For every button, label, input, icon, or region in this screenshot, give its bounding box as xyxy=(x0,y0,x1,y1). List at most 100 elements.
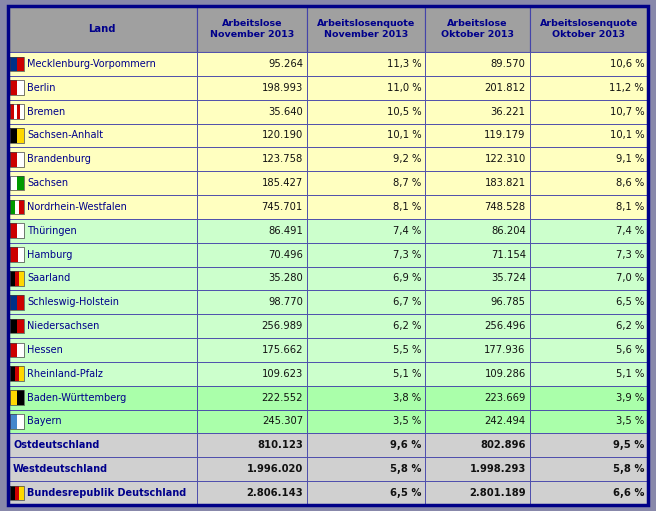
Bar xyxy=(8,195,197,219)
Text: 120.190: 120.190 xyxy=(262,130,303,141)
Text: 3,5 %: 3,5 % xyxy=(616,416,644,427)
Bar xyxy=(10,319,17,334)
Text: 7,3 %: 7,3 % xyxy=(393,249,421,260)
Bar xyxy=(10,485,15,500)
Bar xyxy=(529,433,648,457)
Text: Arbeitslose
Oktober 2013: Arbeitslose Oktober 2013 xyxy=(441,19,514,39)
Text: Rheinland-Pfalz: Rheinland-Pfalz xyxy=(27,369,103,379)
Bar xyxy=(8,457,197,481)
Bar xyxy=(10,104,14,119)
Bar xyxy=(19,366,24,381)
Bar xyxy=(307,6,425,52)
Text: Hessen: Hessen xyxy=(27,345,63,355)
Bar xyxy=(10,342,24,357)
Text: 5,8 %: 5,8 % xyxy=(390,464,421,474)
Bar xyxy=(17,176,24,191)
Text: 86.204: 86.204 xyxy=(491,226,525,236)
Bar xyxy=(197,52,307,76)
Text: 5,6 %: 5,6 % xyxy=(616,345,644,355)
Bar xyxy=(10,271,15,286)
Bar xyxy=(425,433,529,457)
Bar xyxy=(425,243,529,267)
Text: Bremen: Bremen xyxy=(27,107,65,117)
Text: 2.801.189: 2.801.189 xyxy=(469,488,525,498)
Text: 1.998.293: 1.998.293 xyxy=(470,464,525,474)
Text: Mecklenburg-Vorpommern: Mecklenburg-Vorpommern xyxy=(27,59,155,69)
Bar xyxy=(307,171,425,195)
Bar xyxy=(10,57,24,72)
Text: 7,4 %: 7,4 % xyxy=(393,226,421,236)
Bar xyxy=(307,195,425,219)
Text: 11,3 %: 11,3 % xyxy=(387,59,421,69)
Text: 36.221: 36.221 xyxy=(491,107,525,117)
Bar xyxy=(8,433,197,457)
Bar xyxy=(307,338,425,362)
Bar xyxy=(529,171,648,195)
Text: 86.491: 86.491 xyxy=(268,226,303,236)
Bar xyxy=(529,6,648,52)
Bar xyxy=(10,176,24,191)
Text: Westdeutschland: Westdeutschland xyxy=(13,464,108,474)
Text: 10,1 %: 10,1 % xyxy=(387,130,421,141)
Bar xyxy=(17,414,24,429)
Bar xyxy=(529,76,648,100)
Bar xyxy=(10,247,18,262)
Bar xyxy=(425,219,529,243)
Bar xyxy=(19,271,24,286)
Bar xyxy=(307,386,425,409)
Text: Sachsen: Sachsen xyxy=(27,178,68,188)
Bar xyxy=(10,390,24,405)
Text: 198.993: 198.993 xyxy=(262,83,303,93)
Bar xyxy=(8,100,197,124)
Bar xyxy=(425,267,529,290)
Text: 8,7 %: 8,7 % xyxy=(393,178,421,188)
Text: 9,6 %: 9,6 % xyxy=(390,440,421,450)
Bar xyxy=(197,195,307,219)
Bar xyxy=(10,414,24,429)
Text: 256.496: 256.496 xyxy=(484,321,525,331)
Bar xyxy=(197,243,307,267)
Bar xyxy=(8,171,197,195)
Text: 89.570: 89.570 xyxy=(491,59,525,69)
Text: 35.640: 35.640 xyxy=(268,107,303,117)
Bar xyxy=(425,147,529,171)
Bar xyxy=(425,76,529,100)
Text: 8,1 %: 8,1 % xyxy=(616,202,644,212)
Text: Hamburg: Hamburg xyxy=(27,249,72,260)
Text: 5,1 %: 5,1 % xyxy=(616,369,644,379)
Bar xyxy=(10,176,17,191)
Text: 183.821: 183.821 xyxy=(485,178,525,188)
Text: Saarland: Saarland xyxy=(27,273,70,284)
Text: 10,1 %: 10,1 % xyxy=(609,130,644,141)
Text: 9,1 %: 9,1 % xyxy=(616,154,644,164)
Text: 6,6 %: 6,6 % xyxy=(613,488,644,498)
Bar xyxy=(8,6,197,52)
Bar xyxy=(10,80,17,95)
Bar xyxy=(17,57,24,72)
Text: Sachsen-Anhalt: Sachsen-Anhalt xyxy=(27,130,103,141)
Bar xyxy=(8,243,197,267)
Bar xyxy=(15,200,19,214)
Bar xyxy=(307,76,425,100)
Text: 201.812: 201.812 xyxy=(485,83,525,93)
Bar xyxy=(10,295,24,310)
Bar xyxy=(10,200,15,214)
Bar xyxy=(425,481,529,505)
Text: 242.494: 242.494 xyxy=(485,416,525,427)
Text: 95.264: 95.264 xyxy=(268,59,303,69)
Bar xyxy=(529,219,648,243)
Text: 11,2 %: 11,2 % xyxy=(609,83,644,93)
Bar xyxy=(14,104,17,119)
Bar xyxy=(10,128,17,143)
Text: 70.496: 70.496 xyxy=(268,249,303,260)
Text: 10,6 %: 10,6 % xyxy=(609,59,644,69)
Bar xyxy=(18,247,24,262)
Bar xyxy=(529,147,648,171)
Bar xyxy=(19,200,24,214)
Text: Arbeitslose
November 2013: Arbeitslose November 2013 xyxy=(210,19,294,39)
Bar xyxy=(197,386,307,409)
Bar xyxy=(307,290,425,314)
Text: 6,5 %: 6,5 % xyxy=(390,488,421,498)
Text: 10,5 %: 10,5 % xyxy=(387,107,421,117)
Bar xyxy=(8,409,197,433)
